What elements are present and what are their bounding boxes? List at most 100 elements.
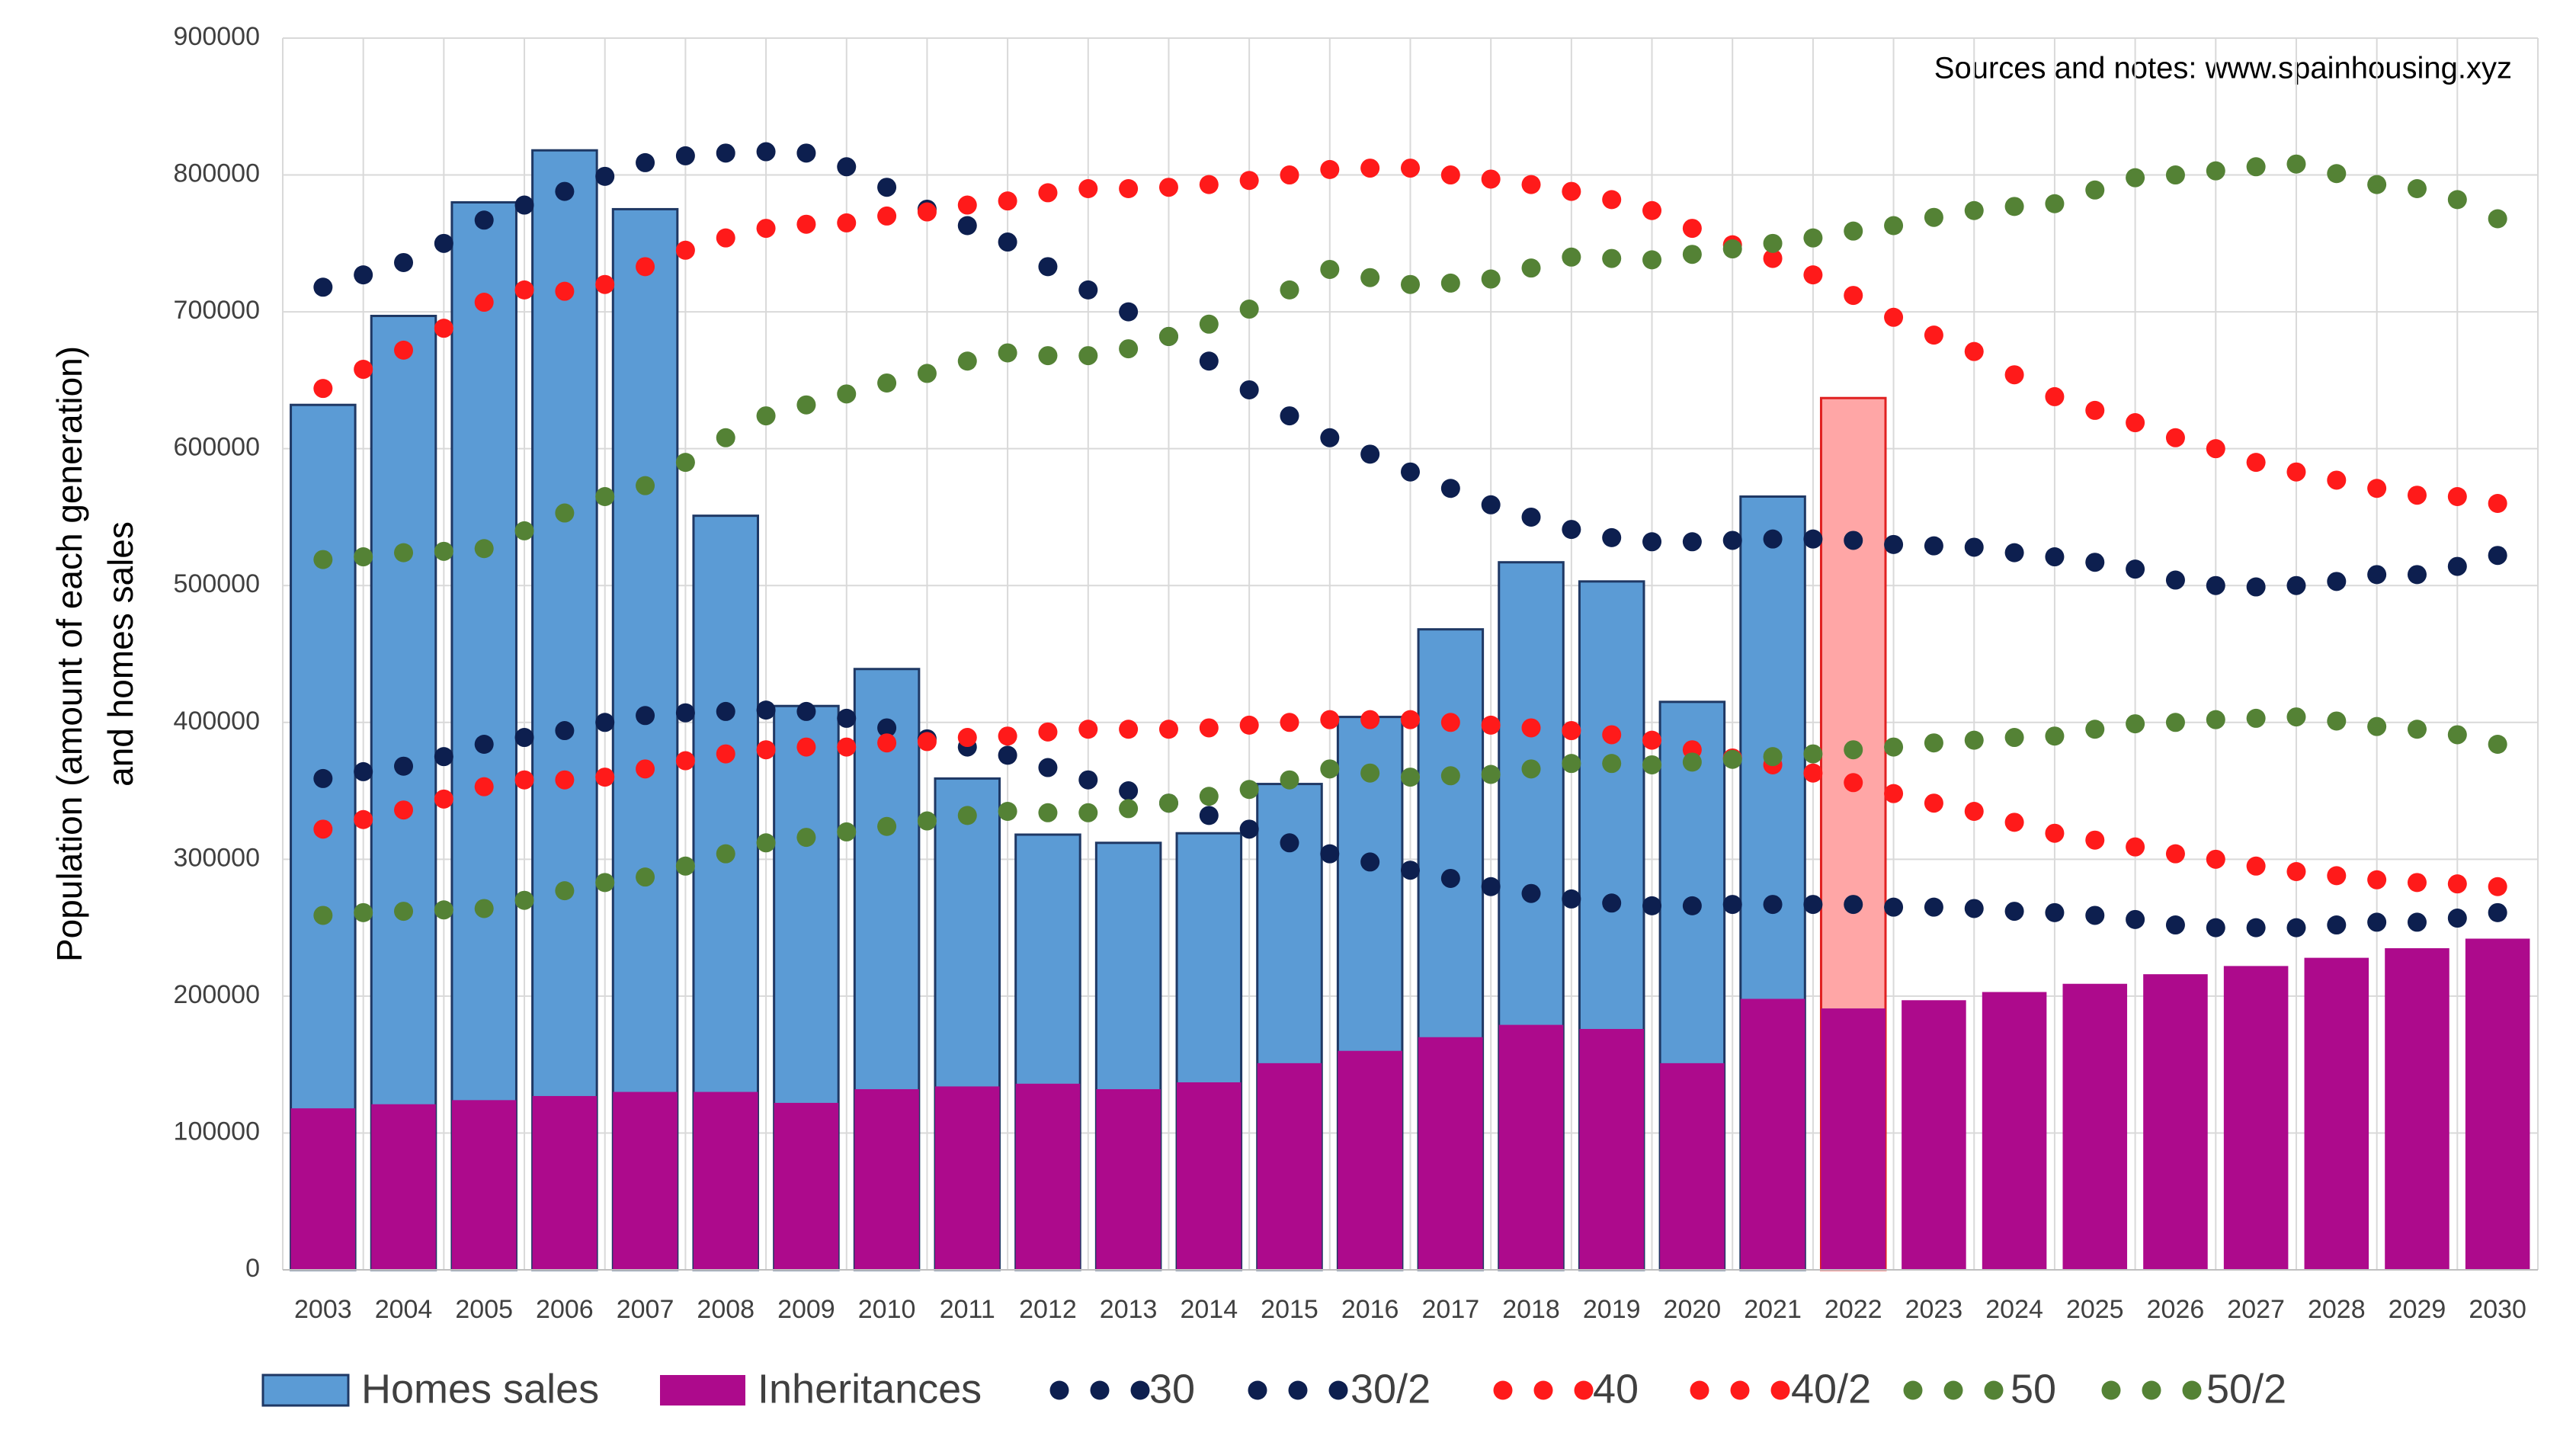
dot <box>1521 759 1541 779</box>
dot <box>1964 730 1984 750</box>
x-tick-label: 2025 <box>2066 1295 2124 1324</box>
dot <box>394 543 414 563</box>
dot <box>1722 895 1742 915</box>
dot <box>434 319 453 338</box>
dot <box>1884 897 1904 917</box>
dot <box>313 379 333 399</box>
dot <box>1360 852 1380 872</box>
dot <box>957 216 977 236</box>
dot <box>2407 912 2427 932</box>
bar <box>1498 1024 1564 1270</box>
dot <box>2126 714 2145 734</box>
dot <box>1803 763 1823 783</box>
dot <box>2286 861 2306 881</box>
dot <box>998 726 1017 746</box>
dot <box>1562 247 1581 267</box>
bar <box>371 1104 436 1270</box>
dot <box>1562 520 1581 540</box>
dot <box>1803 895 1823 915</box>
dot <box>2085 830 2105 850</box>
dot <box>1884 737 1904 757</box>
bar <box>1015 1083 1081 1270</box>
dot <box>2085 180 2105 200</box>
dot <box>354 547 373 567</box>
dot <box>1602 725 1622 745</box>
y-tick-label: 400000 <box>174 707 260 736</box>
dot <box>1158 326 1178 346</box>
dot <box>2488 493 2507 513</box>
dot <box>716 428 735 447</box>
dot <box>877 206 897 226</box>
dot <box>2327 866 2347 886</box>
dot <box>2488 877 2507 896</box>
dot <box>2206 710 2225 729</box>
x-tick-label: 2020 <box>1664 1295 1722 1324</box>
dot <box>2286 575 2306 595</box>
dot <box>1401 274 1420 294</box>
dot <box>2004 902 2024 922</box>
dot <box>2004 728 2024 748</box>
x-tick-label: 2023 <box>1905 1295 1963 1324</box>
dot <box>1924 325 1943 345</box>
dot <box>434 789 453 809</box>
dot <box>1119 781 1139 801</box>
dot <box>313 905 333 925</box>
dot <box>1562 754 1581 774</box>
dot <box>2367 716 2387 736</box>
dot <box>1602 190 1622 210</box>
x-tick-label: 2005 <box>455 1295 513 1324</box>
dot <box>434 900 453 920</box>
legend-label: 50/2 <box>2206 1366 2286 1412</box>
dot <box>998 801 1017 821</box>
dot <box>1440 868 1460 888</box>
dot <box>514 280 534 300</box>
dot <box>716 744 735 764</box>
legend-swatch <box>1984 1380 2004 1400</box>
bar <box>1096 1088 1161 1270</box>
dot <box>957 195 977 215</box>
dot <box>675 856 695 876</box>
bar <box>2062 983 2128 1270</box>
y-axis-label: Population (amount of each generation) <box>50 346 89 962</box>
dot <box>877 816 897 836</box>
dot <box>1078 346 1098 366</box>
dot <box>1844 773 1863 793</box>
dot <box>1844 895 1863 915</box>
dot <box>2488 735 2507 755</box>
dot <box>2407 486 2427 505</box>
dot <box>394 756 414 776</box>
legend-swatch <box>2182 1380 2202 1400</box>
dot <box>2246 918 2266 938</box>
dot <box>1199 351 1219 371</box>
dot <box>1119 720 1139 739</box>
dot <box>1401 861 1420 880</box>
dot <box>2246 856 2266 876</box>
bar <box>1821 1008 1886 1270</box>
x-tick-label: 2015 <box>1261 1295 1318 1324</box>
dot <box>1722 749 1742 769</box>
dot <box>514 195 534 215</box>
dot <box>394 340 414 360</box>
annotation: Sources and notes: www.spainhousing.xyz <box>1934 52 2512 85</box>
legend-swatch <box>1130 1380 1150 1400</box>
dot <box>1803 744 1823 764</box>
legend-label: Homes sales <box>361 1366 599 1412</box>
bar <box>1177 1082 1242 1270</box>
legend-label: Inheritances <box>758 1366 982 1412</box>
dot <box>796 395 816 415</box>
dot <box>1320 844 1340 864</box>
dot <box>877 733 897 753</box>
dot <box>2286 154 2306 174</box>
dot <box>1239 819 1259 839</box>
dot <box>555 881 575 901</box>
dot <box>1320 159 1340 179</box>
dot <box>917 732 937 752</box>
dot <box>2327 572 2347 591</box>
dot <box>434 233 453 253</box>
dot <box>2447 487 2467 507</box>
dot <box>2126 559 2145 579</box>
dot <box>1924 793 1943 813</box>
dot <box>1844 221 1863 241</box>
legend-swatch <box>1090 1380 1110 1400</box>
